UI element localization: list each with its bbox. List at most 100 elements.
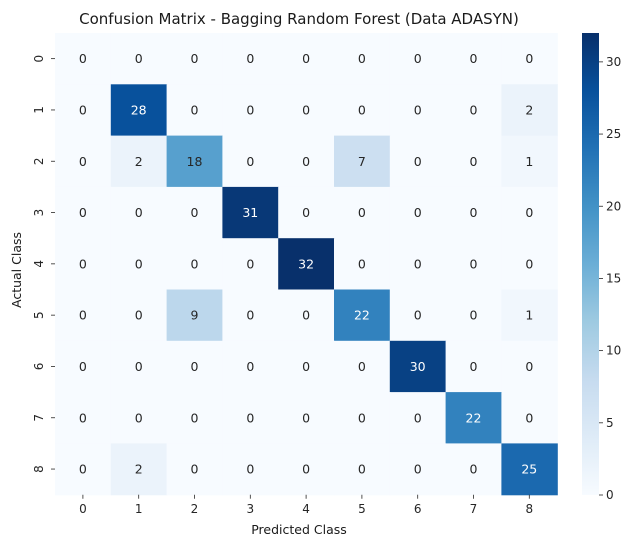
cell-value-r4-c8: 0 [525,256,533,271]
heatmap-cell-r4-c3 [222,238,279,291]
heatmap-cell-r4-c8 [501,238,558,291]
cell-value-r7-c1: 0 [135,410,143,425]
y-tick-label: 5 [32,311,46,319]
cell-value-r1-c1: 28 [131,102,147,117]
y-tick-labels: 0 1 2 3 4 5 6 7 8 [32,55,55,473]
cell-value-r8-c2: 0 [191,462,199,477]
heatmap-cell-r8-c8 [501,443,558,496]
heatmap-cell-r5-c7 [445,289,502,342]
heatmap-cell-r1-c2 [166,84,223,137]
heatmap-cell-r6-c3 [222,340,279,393]
heatmap-cell-r7-c7 [445,392,502,444]
heatmap-cells: 0 0 0 0 0 0 0 0 0 0 28 0 0 0 0 0 0 2 0 2 18 0 0 7 0 0 1 0 0 0 31 0 0 0 0 0 0… [55,33,558,496]
cell-value-r4-c1: 0 [135,256,143,271]
heatmap-cell-r3-c3 [222,186,279,239]
heatmap-cell-r4-c6 [389,238,447,291]
cell-value-r4-c6: 0 [414,256,422,271]
heatmap-cell-r3-c6 [389,186,447,239]
cell-value-r6-c4: 0 [302,359,310,374]
cell-value-r6-c6: 30 [410,359,426,374]
cell-value-r2-c2: 18 [187,154,203,169]
cell-value-r1-c7: 0 [470,102,478,117]
heatmap-cell-r4-c7 [445,238,502,291]
heatmap-cell-r2-c4 [278,135,335,188]
heatmap-cell-r3-c1 [110,186,168,239]
cell-value-r8-c3: 0 [246,462,254,477]
x-tick-label: 1 [135,502,143,516]
cell-value-r7-c0: 0 [79,410,87,425]
cell-value-r1-c3: 0 [246,102,254,117]
cell-value-r5-c8: 1 [525,308,533,323]
heatmap-cell-r2-c1 [110,135,168,188]
heatmap-cell-r2-c7 [445,135,502,188]
cell-value-r3-c1: 0 [135,205,143,220]
heatmap-cell-r0-c3 [222,33,279,85]
heatmap-cell-r4-c5 [334,238,391,291]
cell-value-r8-c4: 0 [302,462,310,477]
cell-value-r0-c7: 0 [470,51,478,66]
heatmap-cell-r3-c2 [166,186,223,239]
heatmap-cell-r8-c1 [110,443,168,496]
cell-value-r3-c2: 0 [191,205,199,220]
cell-value-r3-c0: 0 [79,205,87,220]
cell-value-r4-c7: 0 [470,256,478,271]
heatmap-cell-r6-c5 [334,340,391,393]
heatmap-cell-r5-c2 [166,289,223,342]
cell-value-r4-c5: 0 [358,256,366,271]
y-tick-label: 3 [32,209,46,217]
cell-value-r4-c4: 32 [298,256,314,271]
cell-value-r1-c5: 0 [358,102,366,117]
colorbar-tick-label: 30 [606,55,621,69]
cell-value-r0-c4: 0 [302,51,310,66]
cell-value-r5-c2: 9 [191,308,199,323]
cell-value-r8-c8: 25 [521,462,537,477]
heatmap-cell-r1-c8 [501,84,558,137]
heatmap-cell-r1-c3 [222,84,279,137]
heatmap-cell-r5-c5 [334,289,391,342]
heatmap-cell-r6-c1 [110,340,168,393]
heatmap-cell-r6-c0 [55,340,112,393]
cell-value-r0-c6: 0 [414,51,422,66]
cell-value-r2-c0: 0 [79,154,87,169]
colorbar-tick-label: 5 [606,416,614,430]
cell-value-r0-c8: 0 [525,51,533,66]
cell-value-r1-c2: 0 [191,102,199,117]
heatmap-cell-r7-c0 [55,392,112,444]
y-axis-label: Actual Class [9,232,24,308]
heatmap-cell-r6-c8 [501,340,558,393]
cell-value-r7-c3: 0 [246,410,254,425]
cell-value-r6-c8: 0 [525,359,533,374]
cell-value-r6-c1: 0 [135,359,143,374]
heatmap-cell-r6-c6 [389,340,447,393]
x-tick-label: 3 [246,502,254,516]
x-tick-labels: 0 1 2 3 4 5 6 7 8 [79,494,533,516]
cell-value-r7-c7: 22 [466,410,482,425]
cell-value-r1-c0: 0 [79,102,87,117]
cell-value-r8-c6: 0 [414,462,422,477]
cell-value-r2-c3: 0 [246,154,254,169]
cell-value-r3-c4: 0 [302,205,310,220]
heatmap-cell-r2-c3 [222,135,279,188]
cell-value-r3-c7: 0 [470,205,478,220]
cell-value-r0-c2: 0 [191,51,199,66]
cell-value-r8-c7: 0 [470,462,478,477]
cell-value-r0-c1: 0 [135,51,143,66]
heatmap-cell-r6-c7 [445,340,502,393]
cell-value-r6-c3: 0 [246,359,254,374]
cell-value-r4-c3: 0 [246,256,254,271]
cell-value-r4-c0: 0 [79,256,87,271]
cell-value-r3-c6: 0 [414,205,422,220]
cell-value-r2-c8: 1 [525,154,533,169]
heatmap-cell-r5-c1 [110,289,168,342]
heatmap-cell-r0-c4 [278,33,335,85]
heatmap-cell-r7-c4 [278,392,335,444]
heatmap-cell-r2-c6 [389,135,447,188]
heatmap-cell-r8-c6 [389,443,447,496]
cell-value-r4-c2: 0 [191,256,199,271]
colorbar-ticks: 0 5 10 15 20 25 30 [599,55,621,502]
heatmap-cell-r3-c5 [334,186,391,239]
cell-value-r6-c7: 0 [470,359,478,374]
cell-value-r2-c4: 0 [302,154,310,169]
cell-value-r6-c5: 0 [358,359,366,374]
cell-value-r3-c5: 0 [358,205,366,220]
